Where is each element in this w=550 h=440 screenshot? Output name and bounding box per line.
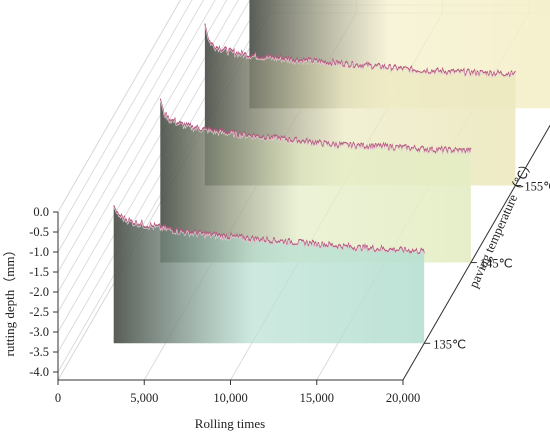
left-wall-gridline [57, 0, 181, 213]
y-axis-label: rutting depth（mm） [2, 243, 17, 356]
series-line [113, 205, 425, 255]
depth-tick-label: 155℃ [524, 179, 550, 193]
series-slice [113, 205, 425, 344]
series-line [204, 23, 516, 78]
x-axis-label: Rolling times [195, 416, 265, 431]
y-tick-label: -2.5 [29, 305, 49, 319]
series-area [113, 205, 425, 344]
chart-series-slices [113, 0, 550, 344]
depth-axis-line [402, 124, 550, 381]
y-tick-label: -4.0 [29, 365, 49, 379]
x-tick-label: 5,000 [130, 391, 158, 405]
series-line [159, 98, 472, 155]
y-tick-label: -1.0 [29, 245, 49, 259]
depth-tick-label: 135℃ [433, 337, 466, 351]
series-line-highlight [204, 24, 516, 79]
left-wall-gridline [57, 0, 216, 273]
y-tick-label: -0.5 [29, 225, 49, 239]
left-wall-gridline [57, 0, 193, 233]
left-wall-gridline [57, 0, 205, 253]
x-tick-label: 20,000 [386, 391, 420, 405]
series-area [160, 98, 471, 263]
y-tick-label: -3.0 [29, 325, 49, 339]
series-slice [159, 98, 472, 263]
y-tick-label: 0.0 [33, 205, 49, 219]
chart-front-axes: 0.0 -0.5 -1.0 -1.5 -2.0 -2.5 -3.0 -3.5 -4.0 0 5,00… [29, 124, 550, 405]
x-tick-label: 10,000 [213, 391, 247, 405]
y-tick-label: -2.0 [29, 285, 49, 299]
y-tick-label: -1.5 [29, 265, 49, 279]
left-wall-gridline [57, 0, 228, 293]
x-tick-label: 0 [55, 391, 61, 405]
x-tick-label: 15,000 [300, 391, 334, 405]
y-tick-label: -3.5 [29, 345, 49, 359]
series-line-highlight [113, 206, 425, 256]
depth-tick-label: 145℃ [480, 257, 513, 271]
series-line-highlight [160, 100, 472, 156]
